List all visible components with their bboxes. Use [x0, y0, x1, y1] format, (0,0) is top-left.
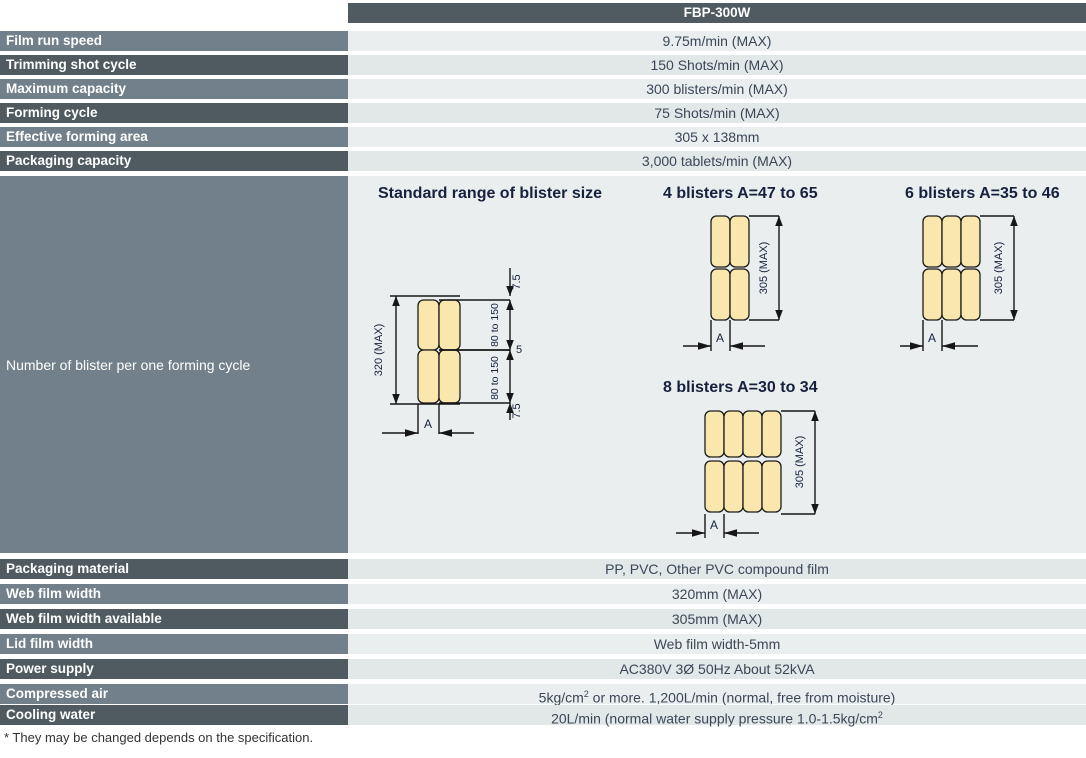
- svg-text:80 to 150: 80 to 150: [489, 356, 501, 400]
- svg-text:7.5: 7.5: [511, 403, 523, 418]
- svg-text:A: A: [424, 417, 432, 431]
- svg-text:305 (MAX): 305 (MAX): [794, 436, 806, 489]
- svg-text:320 (MAX): 320 (MAX): [373, 324, 385, 377]
- svg-text:A: A: [716, 331, 724, 345]
- svg-text:7.5: 7.5: [511, 274, 523, 289]
- svg-text:5: 5: [516, 344, 522, 356]
- svg-text:80 to 150: 80 to 150: [489, 303, 501, 347]
- svg-text:305 (MAX): 305 (MAX): [758, 242, 770, 295]
- svg-text:A: A: [928, 331, 936, 345]
- svg-text:305 (MAX): 305 (MAX): [993, 242, 1005, 295]
- svg-text:A: A: [710, 518, 718, 532]
